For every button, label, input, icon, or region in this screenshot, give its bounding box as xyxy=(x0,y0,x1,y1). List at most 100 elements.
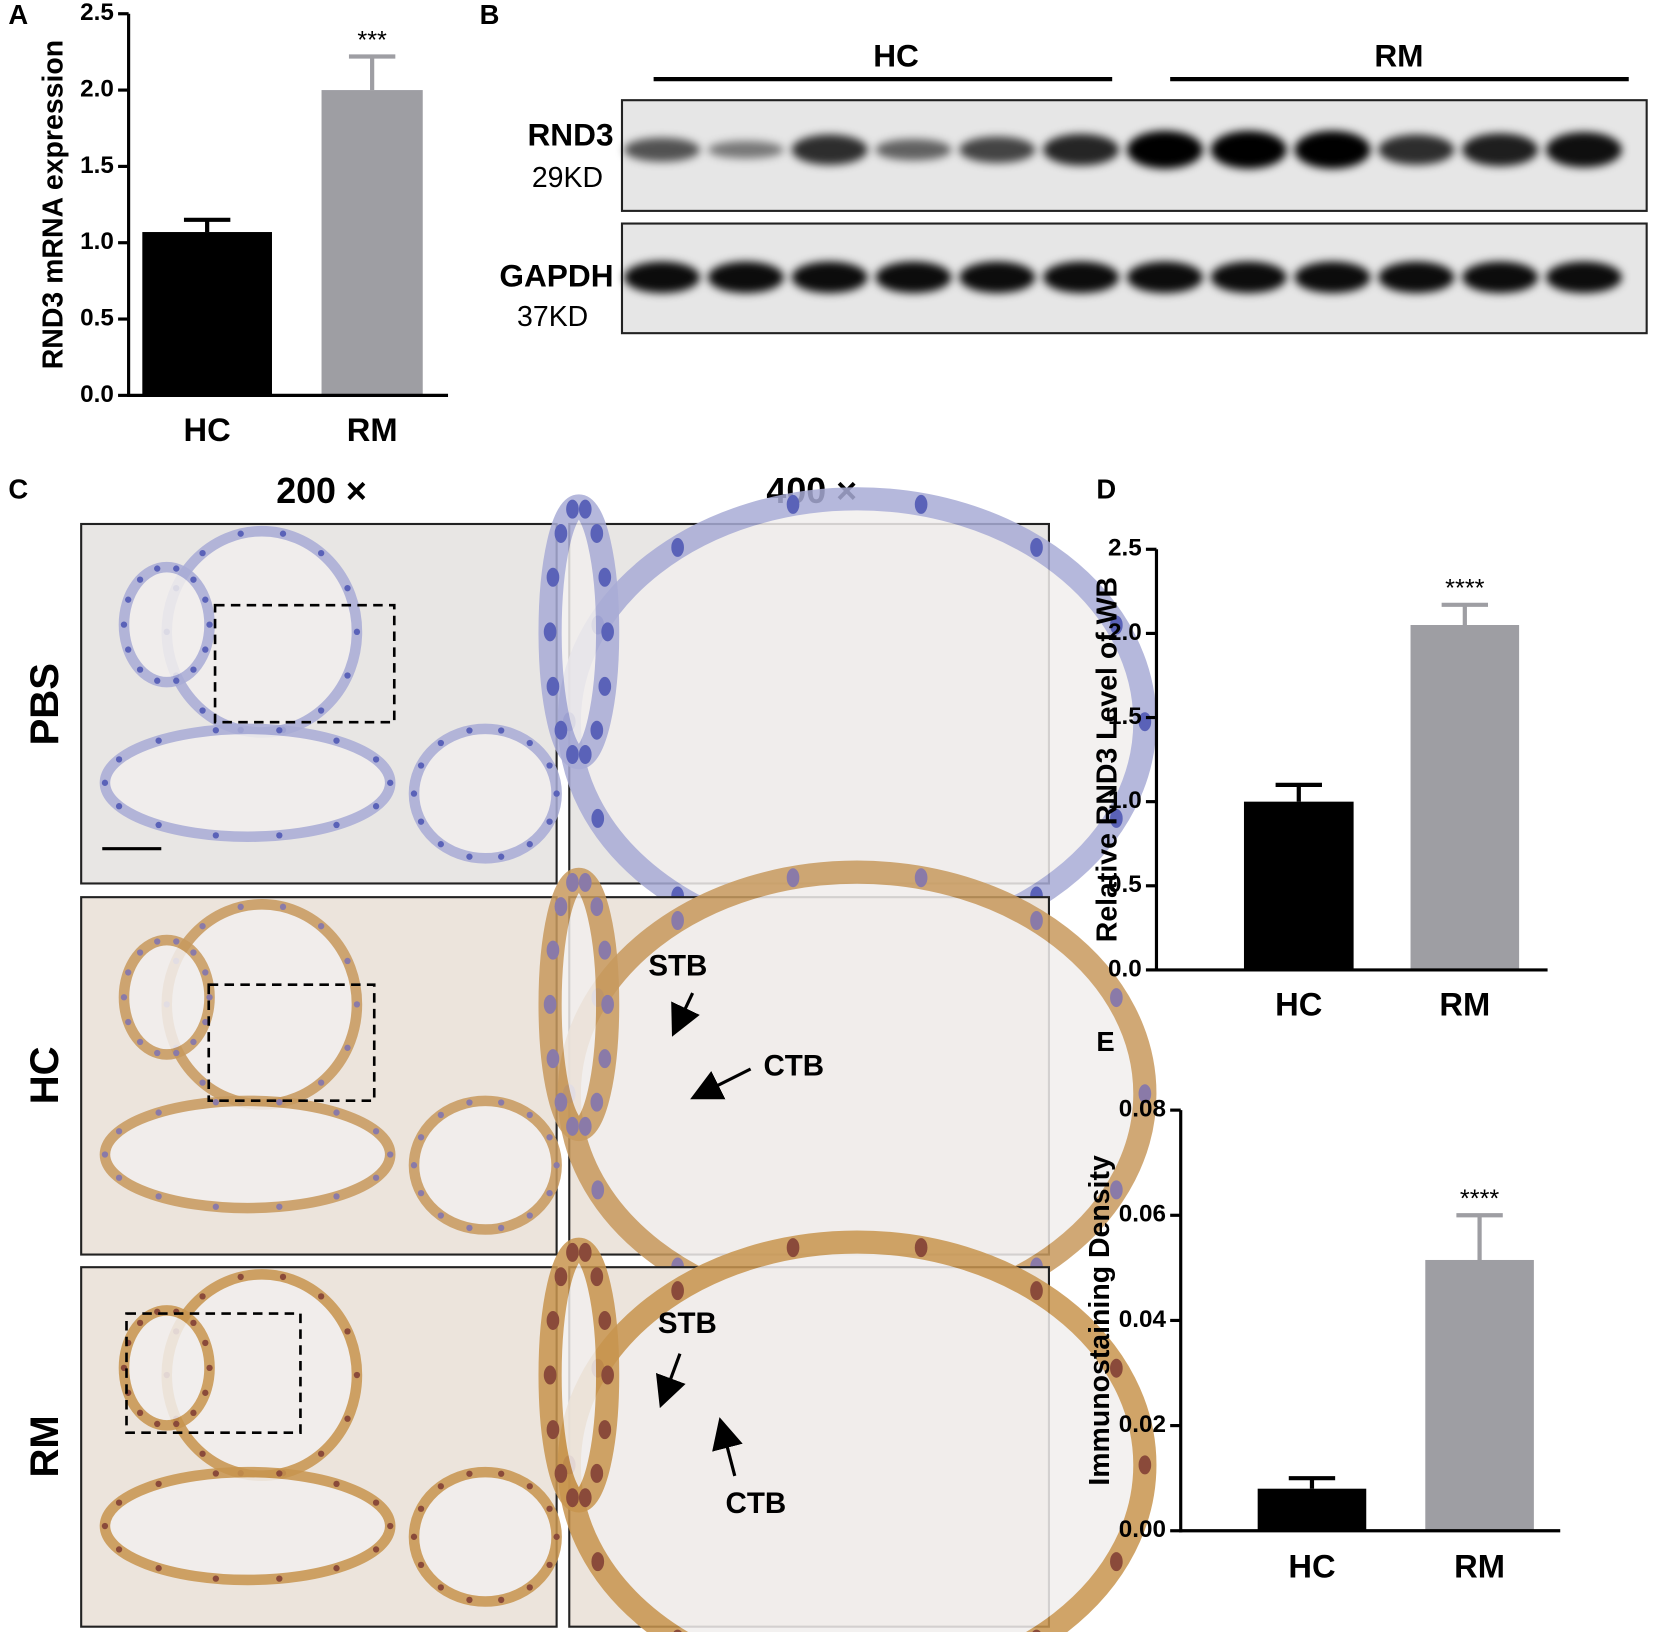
nucleus xyxy=(136,576,144,583)
villus xyxy=(408,1466,562,1607)
nucleus xyxy=(190,1409,197,1416)
y-tick-label: 0.5 xyxy=(1108,871,1142,898)
nucleus xyxy=(317,707,325,714)
nucleus xyxy=(546,676,560,696)
nucleus xyxy=(590,720,604,740)
y-tick-label: 0.08 xyxy=(1119,1096,1166,1123)
nucleus xyxy=(437,1212,445,1219)
band xyxy=(959,261,1036,294)
nucleus xyxy=(1138,1455,1152,1475)
y-tick-label: 0.04 xyxy=(1119,1306,1167,1333)
nucleus xyxy=(466,727,473,734)
nucleus xyxy=(671,537,684,557)
band xyxy=(791,261,868,294)
y-tick-label: 0.06 xyxy=(1119,1201,1166,1228)
nucleus xyxy=(333,821,340,829)
nucleus xyxy=(202,969,209,976)
nucleus xyxy=(279,903,287,910)
nucleus xyxy=(190,949,197,956)
nucleus xyxy=(554,720,568,740)
nucleus xyxy=(410,790,418,797)
significance: **** xyxy=(1460,1185,1500,1213)
band xyxy=(1462,133,1539,167)
nucleus xyxy=(387,1522,394,1530)
nucleus xyxy=(276,1203,283,1210)
nucleus xyxy=(154,565,161,572)
band xyxy=(1462,261,1539,294)
nucleus xyxy=(601,622,614,642)
nucleus xyxy=(317,549,325,557)
band xyxy=(1043,261,1120,294)
band-size: 37KD xyxy=(517,301,588,333)
y-axis-label: RND3 mRNA expression xyxy=(37,40,69,369)
annotation: STB xyxy=(658,1307,717,1340)
nucleus xyxy=(173,565,180,572)
nucleus xyxy=(125,1018,132,1026)
y-tick-label: 1.5 xyxy=(80,152,114,179)
nucleus xyxy=(155,1193,162,1200)
nucleus xyxy=(546,940,560,960)
bar xyxy=(1425,1259,1534,1531)
nucleus xyxy=(437,1111,445,1119)
annotation: STB xyxy=(648,950,707,983)
nucleus xyxy=(199,922,206,930)
nucleus xyxy=(410,1533,418,1540)
x-tick-label: RM xyxy=(1439,985,1490,1022)
y-tick-label: 2.0 xyxy=(80,75,114,102)
bands xyxy=(624,130,1622,294)
nucleus xyxy=(190,576,197,583)
nucleus xyxy=(590,1463,604,1483)
nucleus xyxy=(317,922,325,930)
nucleus xyxy=(279,530,287,537)
nucleus xyxy=(437,841,445,848)
nucleus xyxy=(598,940,612,960)
villus xyxy=(99,1466,396,1586)
band xyxy=(1545,132,1622,168)
nucleus xyxy=(136,1038,144,1046)
nucleus xyxy=(590,897,604,917)
nucleus xyxy=(553,1533,560,1540)
y-axis-label: Immunostaining Density xyxy=(1084,1155,1116,1486)
nucleus xyxy=(591,1552,605,1572)
nucleus xyxy=(598,1049,612,1069)
nucleus xyxy=(173,1049,180,1057)
nucleus xyxy=(115,756,123,763)
nucleus xyxy=(590,523,604,543)
nucleus xyxy=(498,1224,505,1232)
nucleus xyxy=(1110,615,1123,635)
nucleus xyxy=(155,1109,162,1116)
band xyxy=(1294,130,1371,169)
bar xyxy=(142,232,272,396)
nucleus xyxy=(1110,1552,1123,1572)
nucleus xyxy=(601,1365,614,1385)
row-label: HC xyxy=(23,1046,67,1104)
nucleus xyxy=(466,1470,473,1477)
band xyxy=(707,140,784,159)
group-label: RM xyxy=(1374,37,1423,73)
villus xyxy=(99,723,396,843)
nucleus xyxy=(353,1371,361,1379)
nucleus xyxy=(553,1162,560,1169)
nucleus xyxy=(498,853,505,860)
nucleus xyxy=(317,1079,325,1086)
band xyxy=(959,136,1036,164)
nucleus xyxy=(566,1116,579,1136)
band xyxy=(1210,261,1287,294)
nucleus xyxy=(543,994,557,1014)
nucleus xyxy=(1030,537,1043,557)
nucleus xyxy=(173,1420,180,1428)
nucleus xyxy=(590,1092,604,1112)
group-label: HC xyxy=(873,37,919,73)
row-label: PBS xyxy=(23,663,67,745)
panel-letter: A xyxy=(8,0,28,30)
nucleus xyxy=(372,756,380,763)
nucleus xyxy=(155,1480,162,1488)
nucleus xyxy=(206,994,213,1001)
bar xyxy=(321,90,423,396)
band-size: 29KD xyxy=(532,162,603,194)
nucleus xyxy=(115,1174,123,1181)
nucleus xyxy=(1110,1358,1123,1378)
significance: *** xyxy=(357,26,387,54)
y-axis-label: Relative RND3 Level of WB xyxy=(1092,577,1124,942)
